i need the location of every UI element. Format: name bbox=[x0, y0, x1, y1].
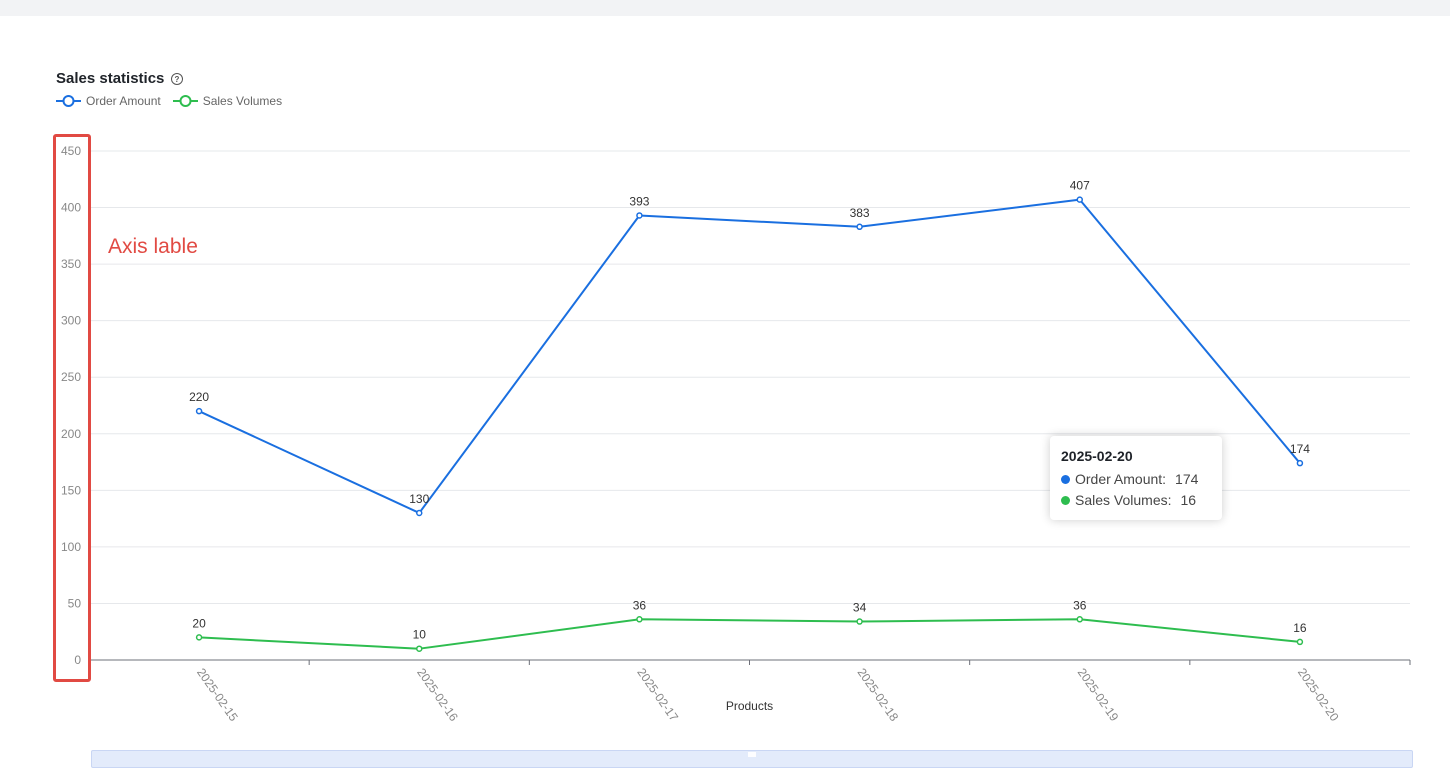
data-point bbox=[1076, 196, 1083, 203]
data-label: 383 bbox=[850, 206, 870, 220]
chart-title: Sales statistics bbox=[56, 70, 165, 87]
y-tick-label: 0 bbox=[74, 653, 81, 667]
tooltip-title: 2025-02-20 bbox=[1061, 448, 1133, 464]
y-tick-label: 350 bbox=[61, 257, 81, 271]
y-tick-label: 50 bbox=[68, 596, 82, 610]
tooltip-label-order-amount: Order Amount: bbox=[1075, 471, 1167, 487]
data-label: 34 bbox=[853, 601, 867, 615]
legend-label-sales-volumes: Sales Volumes bbox=[202, 94, 283, 108]
data-point bbox=[1076, 616, 1083, 623]
data-point bbox=[636, 212, 643, 219]
axis-highlight-box bbox=[53, 134, 91, 682]
data-label: 20 bbox=[192, 616, 206, 630]
data-point bbox=[195, 634, 203, 641]
legend-label-order-amount: Order Amount bbox=[86, 94, 161, 108]
legend-item-order-amount[interactable]: Order Amount bbox=[56, 94, 161, 108]
tooltip-row: Sales Volumes: 16 bbox=[1061, 490, 1211, 511]
legend-line-circle-icon bbox=[172, 95, 198, 107]
y-tick-label: 300 bbox=[61, 314, 81, 328]
svg-text:?: ? bbox=[175, 75, 180, 84]
tooltip: 2025-02-20 Order Amount: 174 Sales Volum… bbox=[1050, 436, 1222, 520]
data-label: 407 bbox=[1070, 179, 1090, 193]
x-tick-label: 2025-02-16 bbox=[414, 666, 461, 725]
legend: Order Amount Sales Volumes bbox=[56, 94, 282, 108]
data-label: 393 bbox=[629, 194, 649, 208]
data-point bbox=[195, 407, 203, 415]
data-label: 36 bbox=[1073, 598, 1087, 612]
y-tick-label: 250 bbox=[61, 370, 81, 384]
y-tick-label: 200 bbox=[61, 427, 81, 441]
data-point bbox=[416, 509, 423, 517]
data-point bbox=[416, 645, 423, 652]
legend-line-circle-icon bbox=[56, 95, 81, 107]
tooltip-dot-order-amount bbox=[1061, 475, 1070, 484]
data-point bbox=[1296, 459, 1304, 467]
data-zoom-slider[interactable] bbox=[91, 750, 1413, 768]
tooltip-row: Order Amount: 174 bbox=[1061, 469, 1211, 490]
y-tick-label: 450 bbox=[61, 144, 81, 158]
data-label: 36 bbox=[633, 598, 647, 612]
data-label: 130 bbox=[409, 492, 429, 506]
data-label: 16 bbox=[1293, 621, 1307, 635]
legend-item-sales-volumes[interactable]: Sales Volumes bbox=[172, 94, 283, 108]
data-label: 174 bbox=[1290, 442, 1310, 456]
x-tick-label: 2025-02-15 bbox=[194, 666, 241, 725]
tooltip-label-sales-volumes: Sales Volumes: bbox=[1075, 492, 1172, 508]
y-tick-label: 100 bbox=[61, 540, 81, 554]
x-tick-label: 2025-02-20 bbox=[1295, 666, 1342, 725]
tooltip-dot-sales-volumes bbox=[1061, 496, 1070, 505]
help-icon[interactable]: ? bbox=[170, 72, 184, 86]
x-axis-title: Products bbox=[726, 699, 773, 713]
series-line bbox=[199, 618, 1301, 650]
data-label: 10 bbox=[413, 628, 427, 642]
axis-annotation: Axis lable bbox=[108, 235, 198, 258]
y-tick-label: 400 bbox=[61, 201, 81, 215]
series-line bbox=[198, 198, 1301, 514]
x-tick-label: 2025-02-17 bbox=[634, 666, 681, 725]
x-tick-label: 2025-02-19 bbox=[1075, 666, 1122, 725]
data-label: 220 bbox=[189, 390, 209, 404]
data-point bbox=[856, 223, 863, 231]
y-tick-label: 150 bbox=[61, 483, 81, 497]
data-point bbox=[1296, 638, 1304, 646]
x-tick-label: 2025-02-18 bbox=[855, 666, 902, 725]
data-point bbox=[856, 618, 863, 625]
tooltip-value-order-amount: 174 bbox=[1175, 471, 1199, 487]
tooltip-value-sales-volumes: 16 bbox=[1180, 492, 1197, 508]
chart-title-wrap: Sales statistics ? bbox=[56, 70, 184, 87]
data-point bbox=[636, 616, 643, 623]
top-bar bbox=[0, 0, 1450, 16]
zoom-grip-handle[interactable] bbox=[748, 752, 756, 757]
